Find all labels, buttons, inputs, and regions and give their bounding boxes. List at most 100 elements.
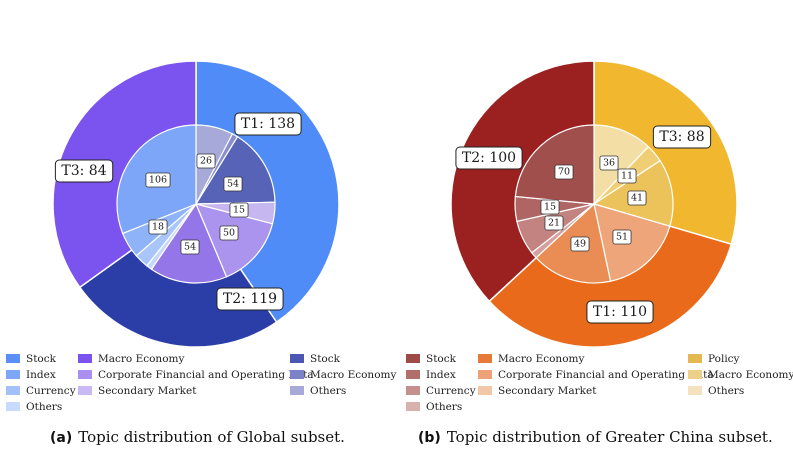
legend-entry: Corporate Financial and Operating Data xyxy=(478,368,714,382)
svg-text:T3: 84: T3: 84 xyxy=(61,163,106,179)
legend-entry: Stock xyxy=(290,352,340,366)
inner-label: 36 xyxy=(599,155,619,171)
legend-swatch xyxy=(78,353,92,363)
svg-text:54: 54 xyxy=(184,242,196,253)
legend-label: Policy xyxy=(708,353,740,365)
legend-label: Macro Economy xyxy=(98,353,185,365)
legend-swatch xyxy=(406,353,420,363)
svg-text:18: 18 xyxy=(152,222,164,233)
legend-swatch xyxy=(6,353,20,363)
svg-text:50: 50 xyxy=(223,228,235,239)
legend-label: Currency xyxy=(426,385,476,397)
inner-label: 41 xyxy=(627,190,647,206)
svg-text:106: 106 xyxy=(149,175,167,186)
legend-entry: Stock xyxy=(406,352,456,366)
svg-text:11: 11 xyxy=(621,171,633,182)
legend-swatch xyxy=(290,353,304,363)
inner-label: 15 xyxy=(229,202,249,218)
inner-label: 70 xyxy=(554,164,574,180)
caption-text: Topic distribution of Greater China subs… xyxy=(446,428,773,446)
legend-label: Macro Economy xyxy=(708,369,793,381)
svg-text:T2: 119: T2: 119 xyxy=(223,291,277,307)
legend-label: Stock xyxy=(26,353,56,365)
legend-entry: Index xyxy=(406,368,456,382)
pie-greater-china: T3: 88 T2: 100 T1: 110 36 11 41 51 49 21 15 70 xyxy=(450,60,738,348)
outer-label: T1: 138 xyxy=(234,112,302,136)
legend-entry: Macro Economy xyxy=(478,352,584,366)
caption-tag: (a) xyxy=(50,430,73,446)
svg-text:26: 26 xyxy=(200,156,212,167)
inner-label: 106 xyxy=(145,172,171,188)
svg-text:T1: 138: T1: 138 xyxy=(241,116,295,132)
legend-swatch xyxy=(78,385,92,395)
inner-label: 26 xyxy=(196,153,216,169)
inner-label: 49 xyxy=(570,236,590,252)
inner-label: 50 xyxy=(219,225,239,241)
pie-global: T1: 138 T3: 84 T2: 119 26 54 15 50 54 18 106 xyxy=(52,60,340,348)
legend-entry: Secondary Market xyxy=(78,384,196,398)
svg-text:49: 49 xyxy=(574,239,586,250)
legend-swatch xyxy=(6,369,20,379)
inner-slice xyxy=(194,203,274,278)
legend-entry: Others xyxy=(6,400,62,414)
outer-label: T3: 88 xyxy=(652,125,712,149)
legend-label: Currency xyxy=(26,385,76,397)
inner-slice xyxy=(514,124,595,205)
svg-text:15: 15 xyxy=(233,205,245,216)
svg-text:54: 54 xyxy=(227,179,239,190)
legend-swatch xyxy=(688,385,702,395)
legend-swatch xyxy=(6,385,20,395)
legend-swatch xyxy=(478,369,492,379)
legend-swatch xyxy=(478,385,492,395)
legend-label: Secondary Market xyxy=(98,385,197,397)
svg-text:15: 15 xyxy=(544,202,556,213)
caption-tag: (b) xyxy=(418,430,441,446)
legend-label: Macro Economy xyxy=(310,369,397,381)
svg-text:51: 51 xyxy=(616,232,628,243)
legend-entry: Index xyxy=(6,368,56,382)
legend-swatch xyxy=(6,401,20,411)
legend-entry: Macro Economy xyxy=(78,352,184,366)
svg-text:T1: 110: T1: 110 xyxy=(593,304,647,320)
inner-slice xyxy=(593,203,671,282)
legend-entry: Others xyxy=(406,400,462,414)
legend-entry: Policy xyxy=(688,352,740,366)
legend-label: Others xyxy=(310,385,347,397)
legend-label: Corporate Financial and Operating Data xyxy=(98,369,314,381)
legend-label: Index xyxy=(426,369,456,381)
legend-swatch xyxy=(406,401,420,411)
outer-label: T2: 100 xyxy=(455,146,523,170)
legend-label: Stock xyxy=(426,353,456,365)
legend-label: Others xyxy=(708,385,745,397)
legend-label: Corporate Financial and Operating Data xyxy=(498,369,714,381)
outer-label: T3: 84 xyxy=(54,159,114,183)
legend-entry: Others xyxy=(290,384,346,398)
caption-greater-china: (b) Topic distribution of Greater China s… xyxy=(418,428,773,446)
legend-label: Stock xyxy=(310,353,340,365)
charts-canvas: T1: 138 T3: 84 T2: 119 26 54 15 50 54 18 106 T3: … xyxy=(52,60,738,348)
legend-swatch xyxy=(406,369,420,379)
legend-swatch xyxy=(688,369,702,379)
svg-text:36: 36 xyxy=(603,158,615,169)
svg-text:T3: 88: T3: 88 xyxy=(659,129,704,145)
legend-swatch xyxy=(688,353,702,363)
inner-slice xyxy=(194,135,276,205)
inner-label: 15 xyxy=(540,199,560,215)
legend-entry: Macro Economy xyxy=(290,368,396,382)
legend-entry: Others xyxy=(688,384,744,398)
caption-text: Topic distribution of Global subset. xyxy=(78,428,345,446)
legend-label: Index xyxy=(26,369,56,381)
inner-label: 11 xyxy=(617,168,637,184)
inner-label: 51 xyxy=(612,229,632,245)
legend-entry: Corporate Financial and Operating Data xyxy=(78,368,314,382)
legend-label: Others xyxy=(426,401,463,413)
inner-label: 21 xyxy=(544,215,564,231)
svg-text:T2: 100: T2: 100 xyxy=(462,150,516,166)
legend-swatch xyxy=(290,385,304,395)
legend-entry: Stock xyxy=(6,352,56,366)
legend-swatch xyxy=(290,369,304,379)
legend-swatch xyxy=(78,369,92,379)
legend-label: Macro Economy xyxy=(498,353,585,365)
outer-label: T1: 110 xyxy=(586,300,654,324)
legend-entry: Macro Economy xyxy=(688,368,793,382)
